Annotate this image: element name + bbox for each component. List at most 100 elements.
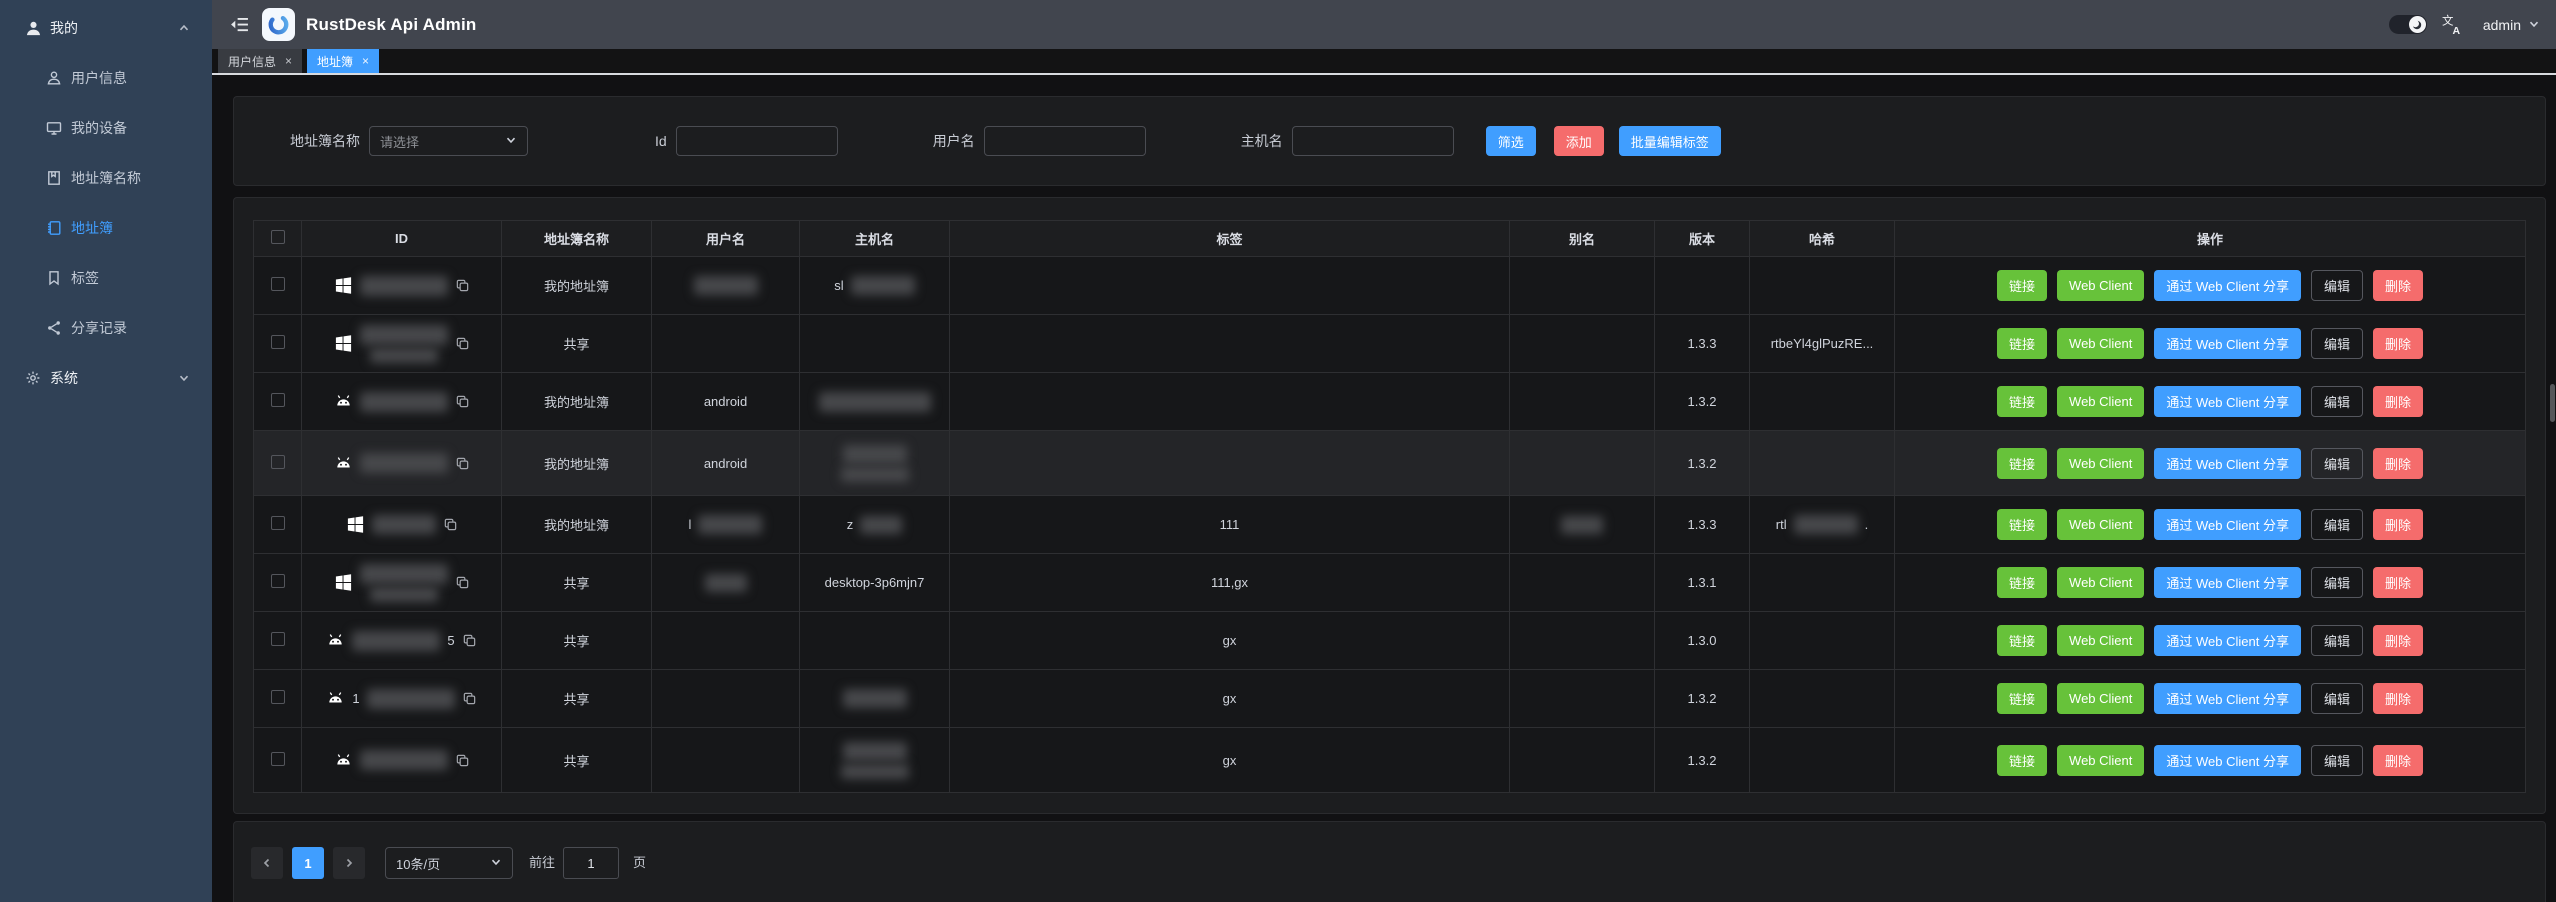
delete-button[interactable]: 删除	[2372, 683, 2423, 714]
copy-icon[interactable]	[462, 691, 477, 706]
web-client-button[interactable]: Web Client	[2057, 386, 2145, 417]
link-button[interactable]: 链接	[1997, 567, 2048, 598]
web-client-button[interactable]: Web Client	[2057, 567, 2145, 598]
tab-地址簿[interactable]: 地址簿 ×	[307, 49, 380, 73]
delete-button[interactable]: 删除	[2372, 744, 2423, 776]
row-checkbox[interactable]	[270, 690, 285, 704]
share-web-client-button[interactable]: 通过 Web Client 分享	[2154, 386, 2301, 417]
scrollbar-thumb[interactable]	[2550, 384, 2555, 422]
select-all-checkbox[interactable]	[270, 230, 285, 244]
share-web-client-button[interactable]: 通过 Web Client 分享	[2154, 683, 2301, 714]
sidebar-item-用户信息[interactable]: 用户信息	[0, 53, 212, 103]
delete-button[interactable]: 删除	[2372, 328, 2423, 359]
link-button[interactable]: 链接	[1997, 744, 2048, 776]
edit-button[interactable]: 编辑	[2310, 683, 2363, 714]
share-web-client-button[interactable]: 通过 Web Client 分享	[2154, 744, 2301, 776]
delete-button[interactable]: 删除	[2372, 447, 2423, 479]
web-client-button[interactable]: Web Client	[2057, 328, 2145, 359]
link-button[interactable]: 链接	[1997, 625, 2048, 656]
link-button[interactable]: 链接	[1997, 447, 2048, 479]
copy-icon[interactable]	[455, 336, 470, 351]
edit-button[interactable]: 编辑	[2310, 270, 2363, 301]
copy-icon[interactable]	[455, 456, 470, 471]
hostname-input[interactable]	[1291, 126, 1454, 156]
delete-button[interactable]: 删除	[2372, 509, 2423, 540]
copy-icon[interactable]	[455, 394, 470, 409]
user-menu[interactable]: admin	[2483, 17, 2540, 33]
link-button[interactable]: 链接	[1997, 683, 2048, 714]
next-page-button[interactable]	[333, 847, 365, 879]
goto-page-input[interactable]	[563, 847, 620, 879]
edit-button[interactable]: 编辑	[2310, 509, 2363, 540]
link-button[interactable]: 链接	[1997, 386, 2048, 417]
page-size-select[interactable]: 10条/页	[385, 847, 513, 879]
row-checkbox[interactable]	[270, 574, 285, 588]
link-button[interactable]: 链接	[1997, 270, 2048, 301]
batch-edit-tags-button[interactable]: 批量编辑标签	[1618, 126, 1721, 156]
theme-toggle[interactable]	[2388, 15, 2427, 34]
share-web-client-button[interactable]: 通过 Web Client 分享	[2154, 328, 2301, 359]
edit-button[interactable]: 编辑	[2310, 328, 2363, 359]
sidebar-item-我的设备[interactable]: 我的设备	[0, 103, 212, 153]
edit-button[interactable]: 编辑	[2310, 567, 2363, 598]
prev-page-button[interactable]	[251, 847, 283, 879]
edit-button[interactable]: 编辑	[2310, 447, 2363, 479]
web-client-button[interactable]: Web Client	[2057, 270, 2145, 301]
link-button[interactable]: 链接	[1997, 328, 2048, 359]
share-web-client-button[interactable]: 通过 Web Client 分享	[2154, 625, 2301, 656]
row-checkbox-cell	[253, 314, 302, 373]
share-web-client-button[interactable]: 通过 Web Client 分享	[2154, 270, 2301, 301]
web-client-button[interactable]: Web Client	[2057, 509, 2145, 540]
edit-button[interactable]: 编辑	[2310, 625, 2363, 656]
copy-icon[interactable]	[455, 753, 470, 768]
row-checkbox-cell	[253, 611, 302, 670]
tab-close-icon[interactable]: ×	[285, 54, 293, 68]
share-icon	[45, 319, 63, 337]
addressbook-table-card: ID 地址簿名称 用户名 主机名 标签 别名 版本 哈希 操作 我的地址簿 sl 链接 Web Cli…	[233, 197, 2546, 814]
row-checkbox[interactable]	[270, 454, 285, 469]
row-checkbox[interactable]	[270, 751, 285, 766]
row-checkbox[interactable]	[270, 632, 285, 646]
sidebar-section-系统[interactable]: 系统	[0, 353, 212, 403]
row-checkbox[interactable]	[270, 277, 285, 291]
edit-button[interactable]: 编辑	[2310, 386, 2363, 417]
sidebar-item-分享记录[interactable]: 分享记录	[0, 303, 212, 353]
sidebar-item-地址簿名称[interactable]: 地址簿名称	[0, 153, 212, 203]
copy-icon[interactable]	[455, 278, 470, 293]
web-client-button[interactable]: Web Client	[2057, 625, 2145, 656]
web-client-button[interactable]: Web Client	[2057, 683, 2145, 714]
username-input[interactable]	[983, 126, 1146, 156]
row-checkbox[interactable]	[270, 393, 285, 407]
id-input[interactable]	[675, 126, 838, 156]
edit-button[interactable]: 编辑	[2310, 744, 2363, 776]
redacted-text	[698, 515, 763, 534]
copy-icon[interactable]	[455, 575, 470, 590]
link-button[interactable]: 链接	[1997, 509, 2048, 540]
fold-sidebar-icon[interactable]	[230, 17, 249, 32]
share-web-client-button[interactable]: 通过 Web Client 分享	[2154, 509, 2301, 540]
add-button[interactable]: 添加	[1553, 126, 1604, 156]
sidebar-item-标签[interactable]: 标签	[0, 253, 212, 303]
delete-button[interactable]: 删除	[2372, 386, 2423, 417]
page-number-button[interactable]: 1	[292, 847, 324, 879]
delete-button[interactable]: 删除	[2372, 567, 2423, 598]
share-web-client-button[interactable]: 通过 Web Client 分享	[2154, 567, 2301, 598]
tab-close-icon[interactable]: ×	[362, 54, 370, 68]
addressbook-select[interactable]: 请选择	[369, 126, 528, 156]
delete-button[interactable]: 删除	[2372, 625, 2423, 656]
web-client-button[interactable]: Web Client	[2057, 744, 2145, 776]
copy-icon[interactable]	[462, 633, 477, 648]
delete-button[interactable]: 删除	[2372, 270, 2423, 301]
sidebar-section-我的[interactable]: 我的	[0, 3, 212, 53]
sidebar-item-地址簿[interactable]: 地址簿	[0, 203, 212, 253]
row-checkbox[interactable]	[270, 516, 285, 530]
username-cell	[651, 669, 800, 728]
share-web-client-button[interactable]: 通过 Web Client 分享	[2154, 447, 2301, 479]
filter-button[interactable]: 筛选	[1485, 126, 1536, 156]
copy-icon[interactable]	[443, 517, 458, 532]
row-checkbox[interactable]	[270, 335, 285, 349]
web-client-button[interactable]: Web Client	[2057, 447, 2145, 479]
tab-用户信息[interactable]: 用户信息 ×	[218, 49, 303, 73]
